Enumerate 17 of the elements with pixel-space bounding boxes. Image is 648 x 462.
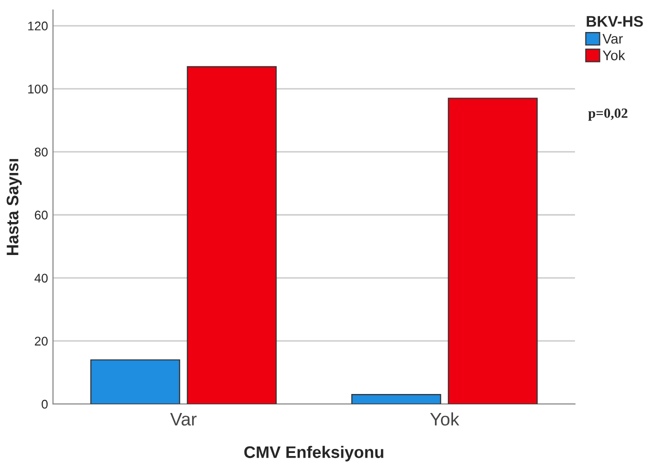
legend-label: Var [602,34,623,44]
legend-title: BKV-HS [586,16,643,27]
text: p=0,02 [588,108,628,121]
y-tick-label: 100 [28,84,48,94]
y-tick-label: 120 [28,22,48,30]
y-tick-label: 80 [34,148,48,156]
y-tick-label: 60 [34,210,48,220]
x-axis-title: CMV Enfeksiyonu [244,446,384,462]
bar [448,98,538,404]
bar [90,359,180,404]
bar [351,394,442,404]
y-tick-label: 40 [34,274,48,283]
y-axis-title: Hasta Sayısı [6,159,22,255]
bar [186,66,277,404]
legend-label: Yok [602,50,626,60]
y-tick-label: 20 [34,336,48,346]
y-tick-label: 0 [42,400,48,409]
